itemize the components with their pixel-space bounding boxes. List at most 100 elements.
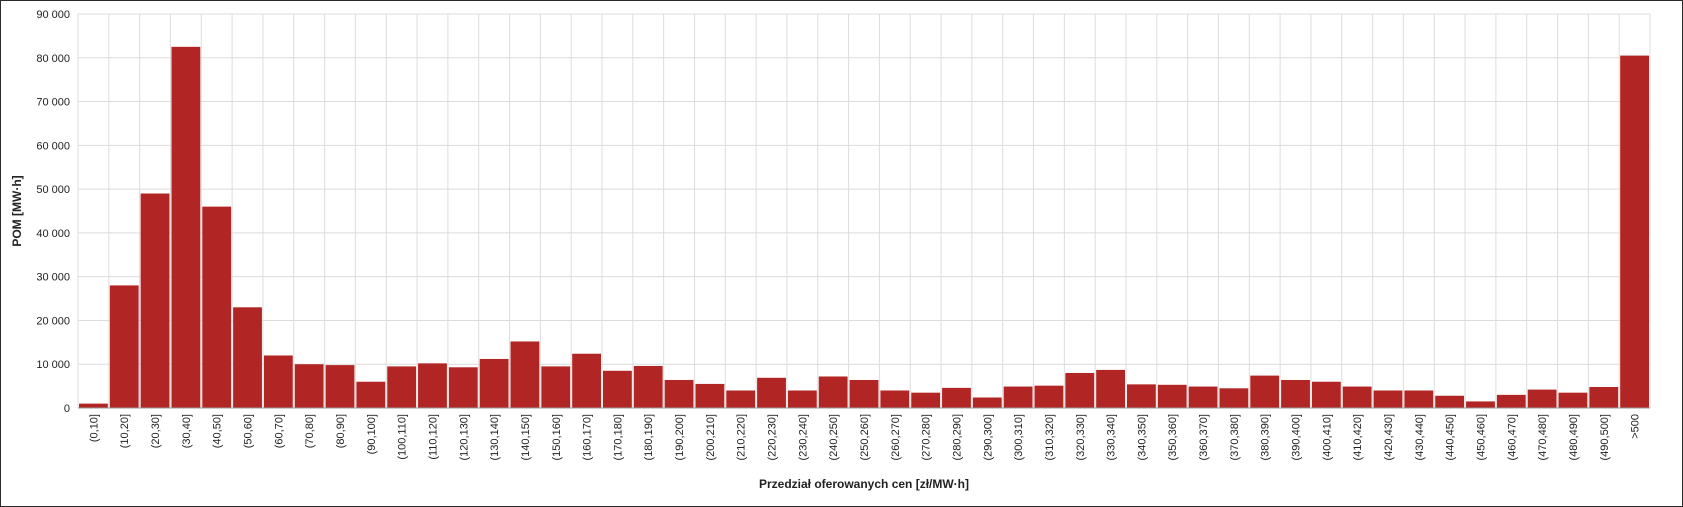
x-tick-label: (150,160] xyxy=(551,414,563,460)
x-tick-label: (260,270] xyxy=(890,414,902,460)
x-tick-label: (470,480] xyxy=(1537,414,1549,460)
y-axis-title: POM [MW·h] xyxy=(10,175,24,246)
x-tick-label: (190,200] xyxy=(674,414,686,460)
bar xyxy=(140,193,170,408)
x-tick-label: (170,180] xyxy=(612,414,624,460)
x-tick-label: (90,100] xyxy=(366,414,378,454)
x-axis-title: Przedział oferowanych cen [zł/MW·h] xyxy=(759,477,969,491)
y-tick-label: 50 000 xyxy=(36,184,70,196)
y-tick-label: 40 000 xyxy=(36,228,70,240)
bar xyxy=(942,387,971,408)
bar xyxy=(1466,401,1495,408)
y-tick-label: 10 000 xyxy=(36,359,70,371)
x-tick-label: (290,300] xyxy=(982,414,994,460)
x-tick-label: (250,260] xyxy=(859,414,871,460)
x-tick-label: (410,420] xyxy=(1352,414,1364,460)
bar xyxy=(880,390,910,408)
y-tick-label: 0 xyxy=(64,403,70,415)
bar xyxy=(1250,375,1280,408)
bar xyxy=(1219,388,1249,408)
bar xyxy=(325,365,355,408)
bar xyxy=(263,355,293,408)
bar xyxy=(1373,390,1403,408)
x-tick-label: (370,380] xyxy=(1229,414,1241,460)
x-tick-label: (0,10] xyxy=(88,414,100,442)
bar xyxy=(541,366,571,408)
x-tick-label: (420,430] xyxy=(1383,414,1395,460)
bar xyxy=(1034,385,1064,408)
bar xyxy=(1281,379,1310,408)
bar xyxy=(726,390,756,408)
bar xyxy=(1496,394,1526,408)
x-tick-label: (350,360] xyxy=(1167,414,1179,460)
x-tick-label: (450,460] xyxy=(1475,414,1487,460)
x-tick-label: (220,230] xyxy=(767,414,779,460)
bar xyxy=(1188,386,1218,408)
bar xyxy=(1003,386,1033,408)
x-tick-label: (240,250] xyxy=(828,414,840,460)
y-tick-label: 30 000 xyxy=(36,272,70,284)
bar xyxy=(757,377,786,408)
bar xyxy=(479,358,509,408)
y-axis-ticks: 0 10 000 20 000 30 000 40 000 50 000 60 000 70 … xyxy=(36,9,70,415)
bar xyxy=(603,370,632,408)
bar xyxy=(1589,386,1619,408)
bar xyxy=(202,206,232,408)
bar xyxy=(849,379,879,408)
grid xyxy=(77,13,1651,409)
x-tick-label: (380,390] xyxy=(1260,414,1272,460)
x-tick-label: (340,350] xyxy=(1136,414,1148,460)
x-tick-label: (50,60] xyxy=(243,414,255,448)
bar xyxy=(233,307,262,408)
x-tick-label: (80,90] xyxy=(335,414,347,448)
bar xyxy=(972,397,1002,408)
bar xyxy=(911,392,941,408)
x-tick-label: (100,110] xyxy=(397,414,409,460)
x-tick-label: (230,240] xyxy=(797,414,809,460)
bar xyxy=(1342,386,1372,408)
x-tick-label: (440,450] xyxy=(1445,414,1457,460)
x-tick-label: (300,310] xyxy=(1013,414,1025,460)
bar xyxy=(1065,372,1095,408)
x-tick-label: (280,290] xyxy=(951,414,963,460)
y-tick-label: 70 000 xyxy=(36,97,70,109)
bar xyxy=(1435,395,1465,408)
bar xyxy=(510,341,540,408)
bar xyxy=(664,379,694,408)
bar xyxy=(448,367,478,408)
x-tick-label: (30,40] xyxy=(181,414,193,448)
x-tick-label: (310,320] xyxy=(1044,414,1056,460)
x-tick-label: (480,490] xyxy=(1568,414,1580,460)
bar xyxy=(1558,392,1588,408)
x-tick-label: (390,400] xyxy=(1291,414,1303,460)
bar xyxy=(294,364,324,408)
bar xyxy=(1127,384,1156,408)
bar xyxy=(1096,369,1125,408)
x-tick-label: (10,20] xyxy=(119,414,131,448)
bar xyxy=(356,381,386,408)
x-tick-label: (40,50] xyxy=(212,414,224,448)
x-tick-label: (110,120] xyxy=(427,414,439,460)
x-tick-label: (490,500] xyxy=(1599,414,1611,460)
bar xyxy=(1311,381,1341,408)
x-tick-label: >500 xyxy=(1630,414,1642,439)
x-tick-label: (120,130] xyxy=(458,414,470,460)
x-tick-label: (70,80] xyxy=(304,414,316,448)
bar xyxy=(695,383,725,408)
x-tick-label: (210,220] xyxy=(736,414,748,460)
bar xyxy=(418,363,447,408)
bar xyxy=(79,403,108,408)
x-tick-label: (460,470] xyxy=(1506,414,1518,460)
y-tick-label: 80 000 xyxy=(36,53,70,65)
y-tick-label: 60 000 xyxy=(36,140,70,152)
bar xyxy=(387,366,417,408)
x-tick-label: (60,70] xyxy=(273,414,285,448)
bar xyxy=(1157,384,1187,408)
x-tick-label: (270,280] xyxy=(921,414,933,460)
x-axis-ticks: (0,10] (10,20] (20,30] (30,40] (40,50] (50,60… xyxy=(88,414,1641,460)
bar xyxy=(171,46,201,408)
bar xyxy=(1620,55,1649,409)
bar xyxy=(818,376,848,408)
